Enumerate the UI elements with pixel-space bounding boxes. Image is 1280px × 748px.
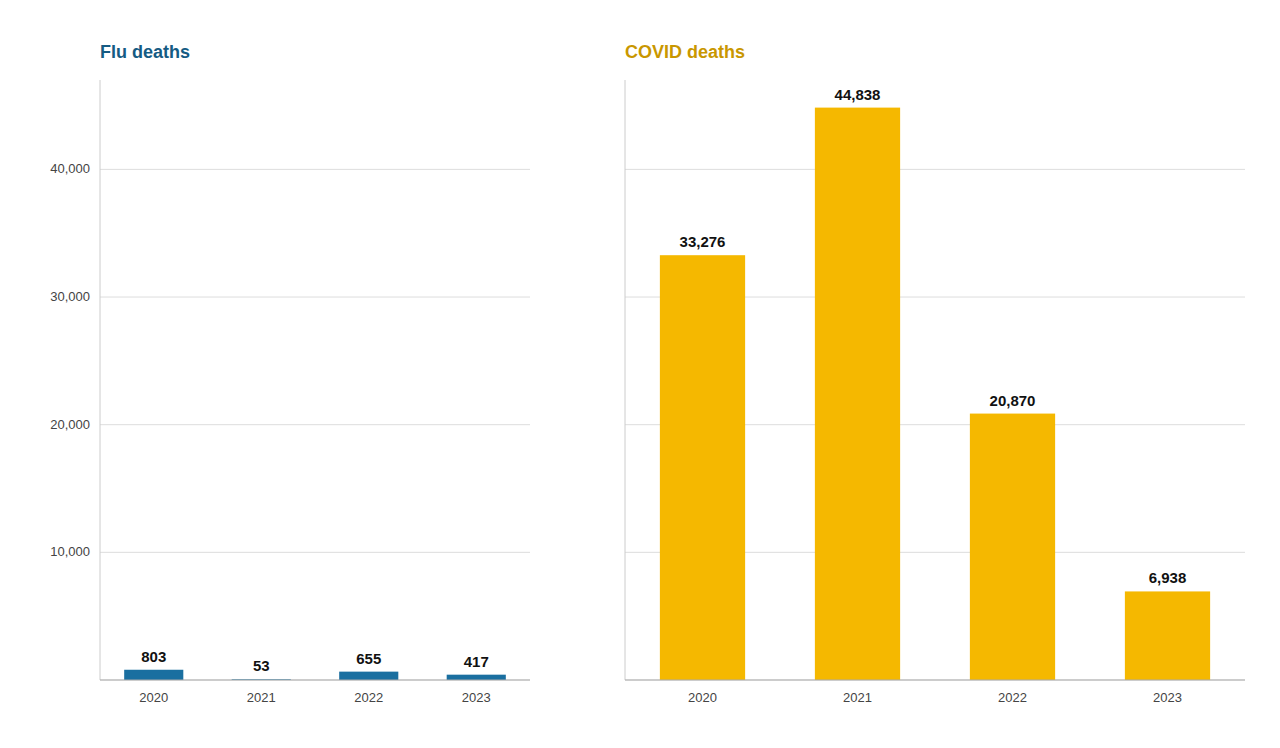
y-tick-label: 40,000 <box>50 161 90 176</box>
data-label: 655 <box>356 650 381 667</box>
bars <box>124 670 506 680</box>
grid-line <box>625 680 1245 681</box>
y-axis-line <box>625 80 626 680</box>
grid-line <box>100 297 530 298</box>
chart-title: COVID deaths <box>625 42 745 62</box>
chart-title: Flu deaths <box>100 42 190 62</box>
bars <box>660 108 1210 680</box>
data-label: 803 <box>141 648 166 665</box>
y-tick-label: 30,000 <box>50 289 90 304</box>
bar <box>815 108 900 680</box>
bar <box>447 675 506 680</box>
chart-root: Flu deaths 10,000 20,000 30,000 40,000 803 202… <box>0 0 1280 748</box>
bar <box>124 670 183 680</box>
x-axis-line <box>625 680 1245 681</box>
x-tick-label: 2023 <box>1153 690 1182 705</box>
bar <box>660 255 745 680</box>
data-label: 6,938 <box>1149 569 1187 586</box>
bar <box>970 414 1055 680</box>
x-tick-label: 2022 <box>354 690 383 705</box>
x-tick-label: 2023 <box>462 690 491 705</box>
x-tick-label: 2021 <box>247 690 276 705</box>
x-axis-line <box>100 680 530 681</box>
grid-line <box>100 424 530 425</box>
grid-line <box>100 680 530 681</box>
data-label: 53 <box>253 657 270 674</box>
y-axis-line <box>100 80 101 680</box>
grid-line <box>625 169 1245 170</box>
bar <box>339 672 398 680</box>
x-tick-label: 2022 <box>998 690 1027 705</box>
y-tick-label: 10,000 <box>50 544 90 559</box>
data-label: 20,870 <box>990 392 1036 409</box>
x-tick-label: 2020 <box>139 690 168 705</box>
grid-line <box>100 169 530 170</box>
grid-line <box>100 552 530 553</box>
panel: Flu deaths 10,000 20,000 30,000 40,000 803 202… <box>50 42 530 705</box>
labels: 33,276 2020 44,838 2021 20,870 2022 6,938 2023 <box>680 86 1187 705</box>
x-tick-label: 2021 <box>843 690 872 705</box>
data-label: 417 <box>464 653 489 670</box>
x-tick-label: 2020 <box>688 690 717 705</box>
chart-svg: Flu deaths 10,000 20,000 30,000 40,000 803 202… <box>0 0 1280 748</box>
bar <box>1125 591 1210 680</box>
y-tick-label: 20,000 <box>50 417 90 432</box>
labels: 803 2020 53 2021 655 2022 417 2023 <box>139 648 490 705</box>
data-label: 33,276 <box>680 233 726 250</box>
panel: COVID deaths 33,276 2020 44,838 2021 20,870 20… <box>625 42 1245 705</box>
data-label: 44,838 <box>835 86 881 103</box>
